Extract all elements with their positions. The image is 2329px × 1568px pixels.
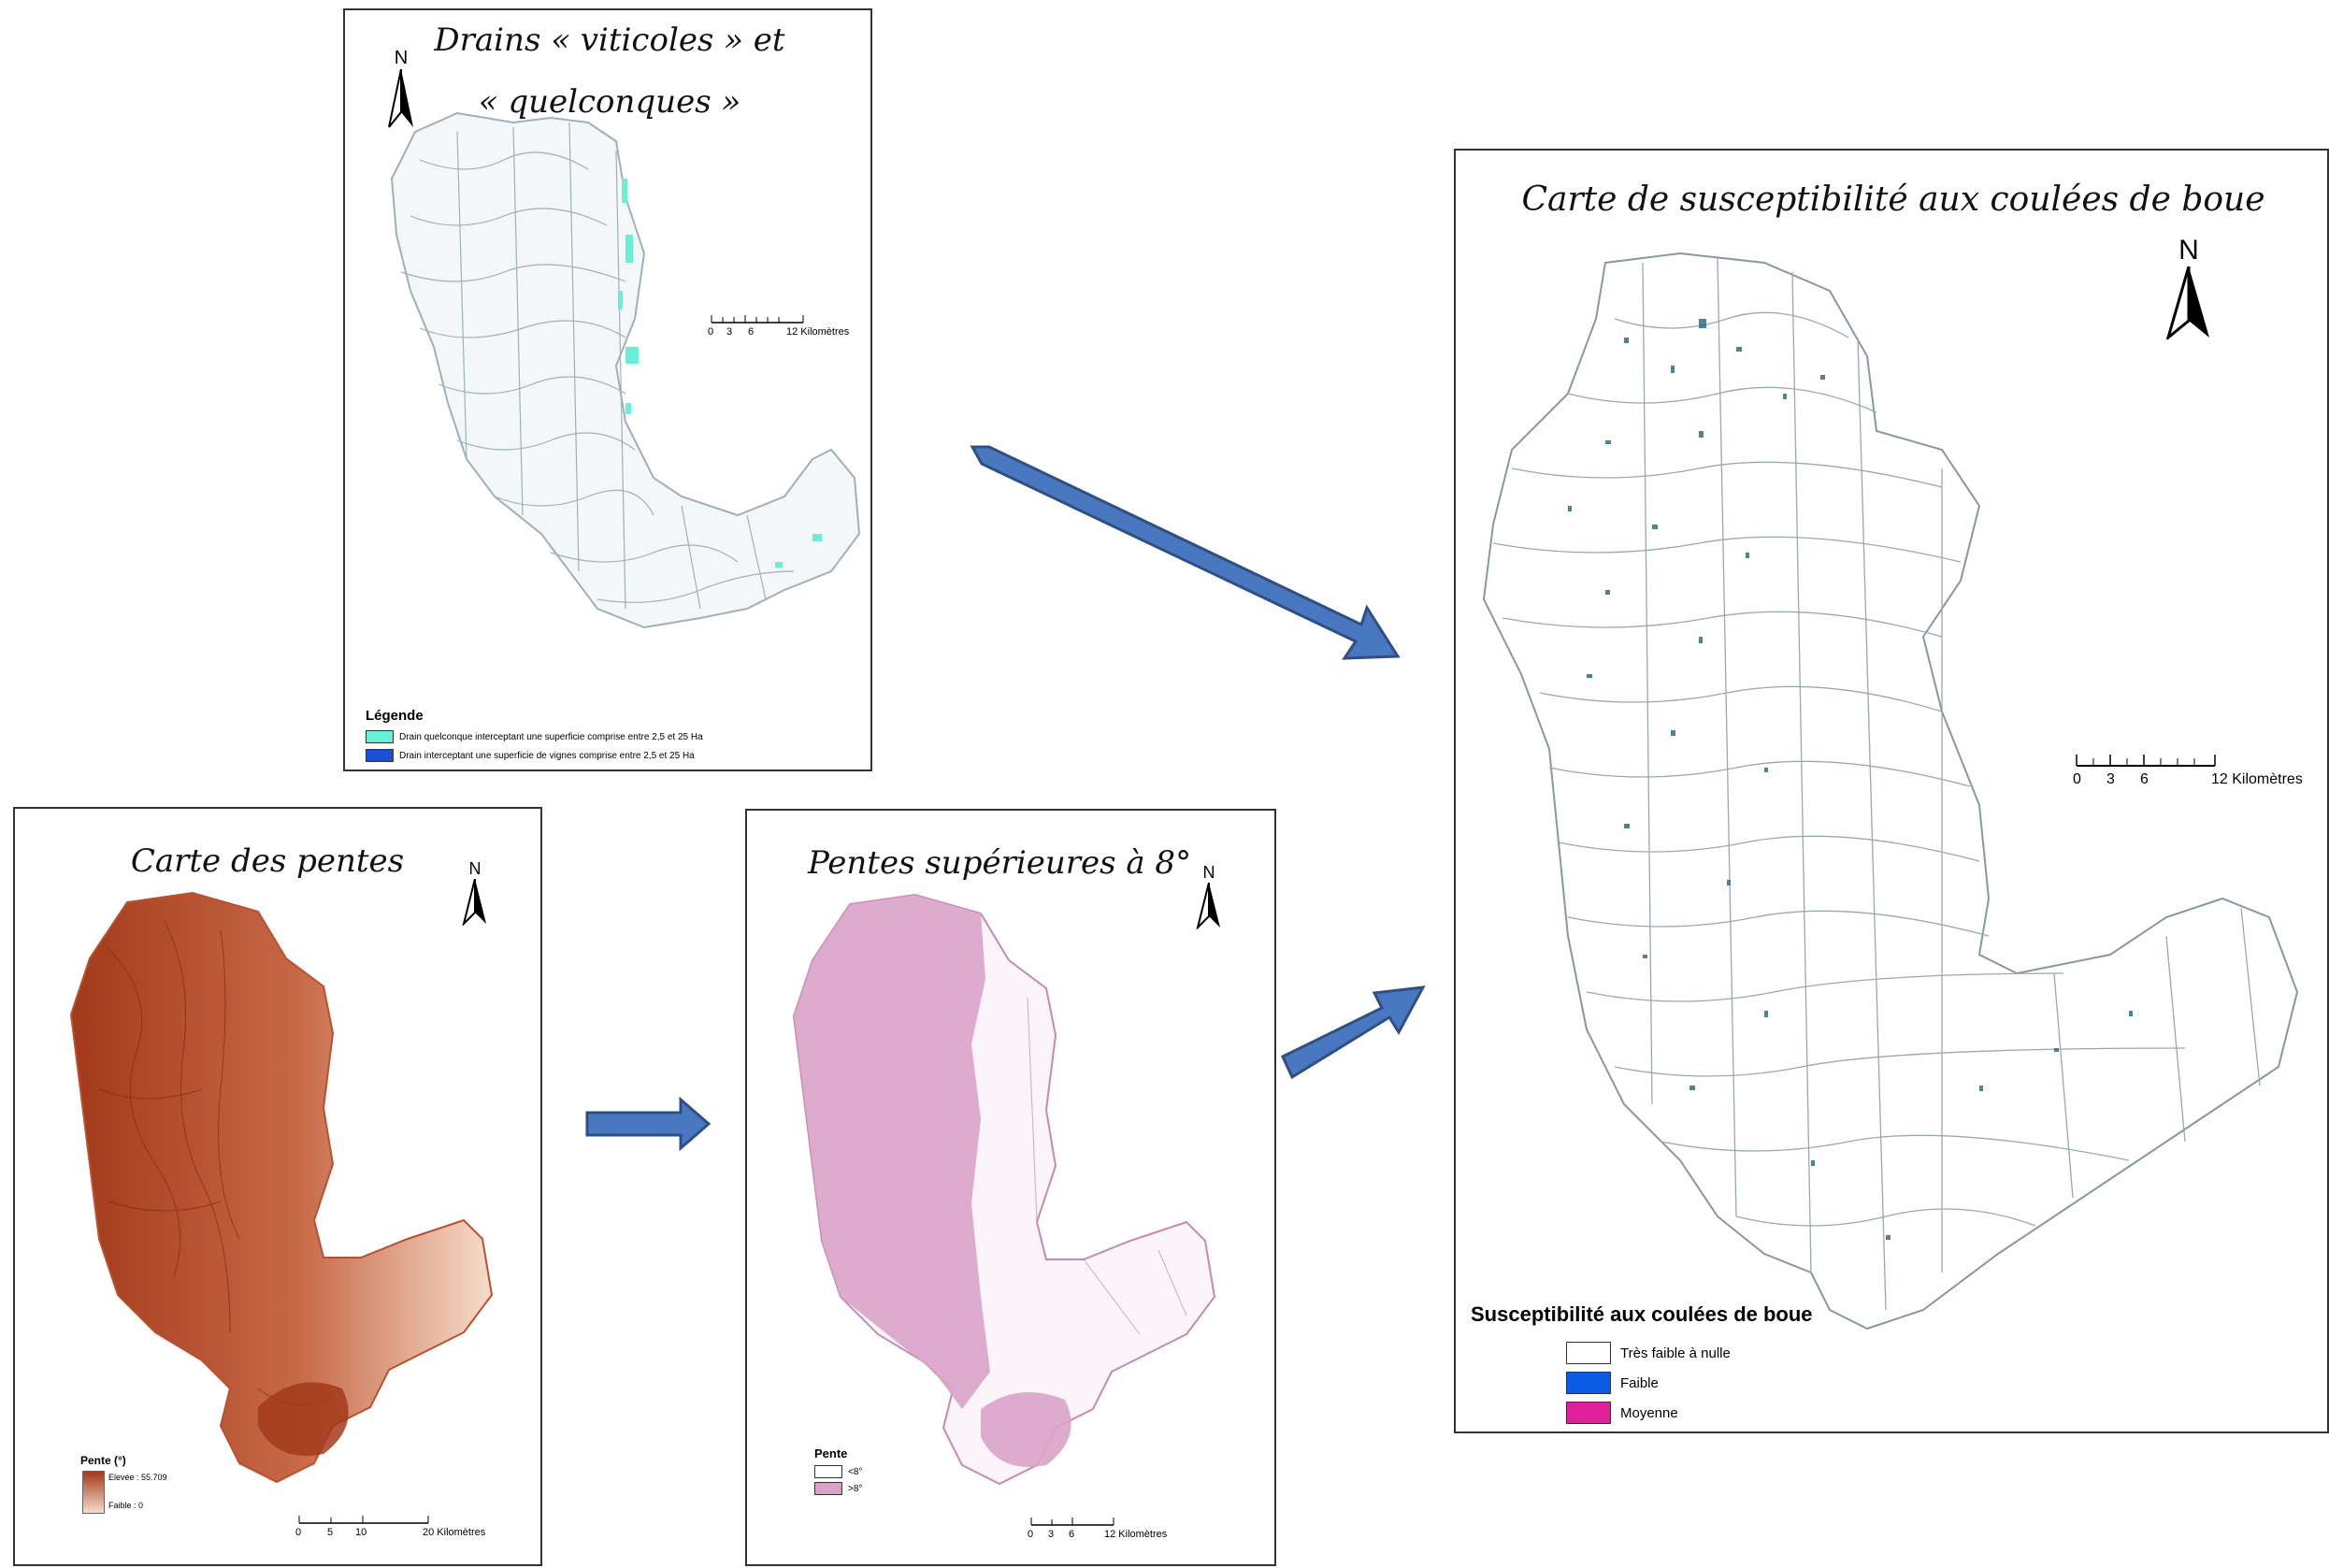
legend-item: Faible xyxy=(1566,1372,1659,1394)
legend-swatch xyxy=(814,1482,842,1495)
susceptibility-legend-title: Susceptibilité aux coulées de boue xyxy=(1471,1302,1813,1326)
slope8-map xyxy=(792,893,1216,1486)
slope-gradient-swatch xyxy=(82,1471,105,1514)
slope-legend-title: Pente (°) xyxy=(80,1454,126,1467)
scale-tick: 10 xyxy=(355,1527,367,1538)
scale-tick: 0 xyxy=(1028,1529,1034,1540)
legend-swatch xyxy=(1566,1342,1611,1364)
scale-tick: 0 xyxy=(2073,771,2081,787)
drains-title-line1: Drains « viticoles » et xyxy=(434,22,785,59)
north-arrow-icon: N xyxy=(2161,235,2217,344)
scale-tick: 20 Kilomètres xyxy=(423,1527,486,1538)
susceptibility-scale-bar xyxy=(2076,755,2216,767)
slope-legend-low: Faible : 0 xyxy=(108,1501,144,1510)
scale-tick: 0 xyxy=(708,326,714,338)
scale-tick: 5 xyxy=(327,1527,334,1538)
scale-tick: 6 xyxy=(2140,771,2149,787)
legend-swatch xyxy=(366,730,394,743)
scale-tick: 12 Kilomètres xyxy=(786,326,850,338)
susceptibility-title: Carte de susceptibilité aux coulées de b… xyxy=(1521,180,2265,219)
slope-map xyxy=(69,891,494,1484)
slope8-map-panel: Pentes supérieures à 8° N Pente <8° >8° … xyxy=(745,809,1276,1566)
legend-item: Très faible à nulle xyxy=(1566,1342,1731,1364)
scale-tick: 12 Kilomètres xyxy=(2211,771,2303,787)
north-arrow-icon: N xyxy=(458,859,492,930)
scale-tick: 6 xyxy=(748,326,755,338)
drains-legend-title: Légende xyxy=(366,708,424,724)
drains-scale-bar xyxy=(711,315,804,324)
legend-swatch xyxy=(1566,1402,1611,1424)
legend-item: Drain quelconque interceptant une superf… xyxy=(366,730,703,743)
scale-tick: 3 xyxy=(1048,1529,1055,1540)
slope-title: Carte des pentes xyxy=(130,842,405,880)
legend-item: <8° xyxy=(814,1465,862,1478)
slope8-legend-title: Pente xyxy=(814,1446,848,1460)
slope8-title: Pentes supérieures à 8° xyxy=(807,844,1192,882)
slope-scale-bar xyxy=(298,1516,429,1524)
north-arrow-icon: N xyxy=(1192,863,1226,934)
slope-map-panel: Carte des pentes N Pente (°) Elevée : 55 xyxy=(13,807,542,1566)
susceptibility-map xyxy=(1482,252,2299,1331)
scale-tick: 3 xyxy=(2106,771,2115,787)
susceptibility-map-panel: Carte de susceptibilité aux coulées de b… xyxy=(1454,149,2329,1433)
drains-map-panel: Drains « viticoles » et « quelconques » … xyxy=(343,8,872,771)
scale-tick: 3 xyxy=(726,326,733,338)
scale-tick: 6 xyxy=(1069,1529,1075,1540)
legend-swatch xyxy=(366,749,394,762)
legend-item: >8° xyxy=(814,1482,862,1495)
slope-legend-high: Elevée : 55.709 xyxy=(108,1473,167,1482)
scale-tick: 0 xyxy=(295,1527,302,1538)
north-arrow-icon: N xyxy=(382,48,420,134)
drains-title-line2: « quelconques » xyxy=(478,83,741,121)
scale-tick: 12 Kilomètres xyxy=(1104,1529,1168,1540)
slope8-scale-bar xyxy=(1030,1518,1114,1526)
legend-item: Moyenne xyxy=(1566,1402,1678,1424)
legend-item: Drain interceptant une superficie de vig… xyxy=(366,749,695,762)
legend-swatch xyxy=(814,1465,842,1478)
legend-swatch xyxy=(1566,1372,1611,1394)
drains-map xyxy=(390,111,861,629)
